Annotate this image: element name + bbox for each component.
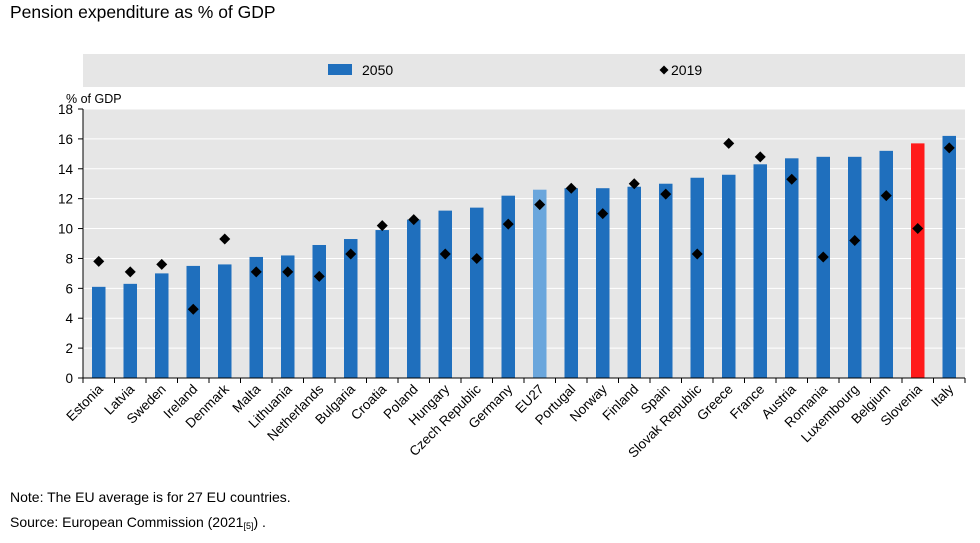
x-tick-label: Croatia (348, 381, 390, 423)
marker-2019-latvia (124, 266, 136, 278)
bar-2050-croatia (375, 230, 389, 378)
bar-2050-netherlands (312, 244, 326, 378)
y-tick-label: 12 (58, 192, 73, 207)
bar-2050-spain (659, 183, 673, 378)
marker-2019-eu27 (534, 199, 546, 211)
marker-2019-denmark (219, 233, 231, 245)
y-tick-label: 2 (65, 341, 73, 356)
chart: 0 2 4 6 8 10 12 14 16 18 % of GDP EstoniaLatviaSw… (58, 54, 966, 461)
bar-2050-czech-republic (470, 207, 484, 378)
y-tick-label: 16 (58, 132, 73, 147)
bar-2050-estonia (92, 286, 106, 378)
marker-2019-netherlands (313, 270, 325, 282)
note-text: Note: The EU average is for 27 EU countr… (10, 489, 291, 505)
bar-2050-sweden (155, 273, 169, 378)
marker-2019-hungary (439, 248, 451, 260)
bar-2050-poland (407, 219, 421, 378)
chart-title: Pension expenditure as % of GDP (10, 2, 276, 22)
marker-2019-slovenia (912, 223, 924, 235)
bar-2050-france (753, 164, 767, 378)
marker-2019-portugal (565, 182, 577, 194)
legend-swatch-2050 (328, 64, 352, 75)
marker-2019-norway (597, 208, 609, 220)
legend-label-2050: 2050 (362, 62, 393, 78)
bar-2050-hungary (438, 210, 452, 378)
plot-area (83, 109, 965, 378)
bar-2050-eu27 (533, 189, 547, 378)
marker-2019-malta (250, 266, 262, 278)
y-tick-label: 0 (65, 371, 73, 386)
marker-2019-italy (943, 142, 955, 154)
bar-2050-lithuania (281, 255, 295, 378)
bar-2050-denmark (218, 264, 232, 378)
y-axis-label: % of GDP (66, 92, 122, 106)
legend-marker-2019 (659, 65, 669, 75)
bar-2050-italy (942, 135, 956, 378)
legend-box (83, 54, 965, 87)
bar-2050-austria (785, 158, 799, 378)
marker-series-2019 (93, 137, 955, 315)
bar-2050-norway (596, 188, 610, 378)
marker-2019-finland (628, 178, 640, 190)
marker-2019-lithuania (282, 266, 294, 278)
bar-series-2050 (92, 135, 956, 378)
marker-2019-germany (502, 218, 514, 230)
marker-2019-romania (817, 251, 829, 263)
x-axis: EstoniaLatviaSwedenIrelandDenmarkMaltaLi… (63, 377, 966, 461)
marker-2019-slovak-republic (691, 248, 703, 260)
marker-2019-poland (408, 214, 420, 226)
marker-2019-croatia (376, 220, 388, 232)
y-tick-label: 14 (58, 162, 74, 177)
bar-2050-romania (816, 156, 830, 378)
y-tick-label: 6 (65, 281, 73, 296)
bar-2050-ireland (186, 265, 200, 378)
y-tick-label: 18 (58, 102, 73, 117)
marker-2019-ireland (187, 303, 199, 315)
marker-2019-belgium (880, 190, 892, 202)
y-axis: 0 2 4 6 8 10 12 14 16 18 (58, 102, 84, 386)
marker-2019-czech-republic (471, 252, 483, 264)
marker-2019-france (754, 151, 766, 163)
marker-2019-luxembourg (849, 235, 861, 247)
bar-2050-portugal (564, 188, 578, 378)
y-tick-label: 10 (58, 222, 73, 237)
legend: 2050 2019 (328, 62, 702, 78)
bar-2050-bulgaria (344, 239, 358, 378)
x-tick-label: Finland (599, 382, 641, 424)
bar-2050-slovak-republic (690, 177, 704, 378)
bar-2050-luxembourg (848, 156, 862, 378)
x-tick-label: Italy (928, 381, 956, 409)
source-reference: [5] (243, 521, 254, 531)
marker-2019-estonia (93, 255, 105, 267)
bar-2050-slovenia (911, 143, 925, 378)
source-prefix: Source: European Commission (2021 (10, 514, 244, 530)
bar-2050-greece (722, 174, 736, 378)
bar-2050-latvia (123, 283, 137, 378)
x-tick-label: France (727, 382, 767, 422)
bar-2050-malta (249, 256, 263, 378)
marker-2019-austria (786, 173, 798, 185)
marker-2019-bulgaria (345, 248, 357, 260)
bar-2050-finland (627, 186, 641, 378)
legend-label-2019: 2019 (671, 62, 702, 78)
source-text: Source: European Commission (2021[5]) . (10, 514, 266, 531)
source-suffix: ) . (253, 514, 266, 530)
x-tick-label: Greece (694, 382, 736, 424)
marker-2019-spain (660, 188, 672, 200)
bar-2050-germany (501, 195, 515, 378)
y-tick-label: 8 (65, 251, 73, 266)
x-tick-label: Estonia (63, 381, 106, 424)
marker-2019-sweden (156, 258, 168, 270)
marker-2019-greece (723, 137, 735, 149)
y-tick-label: 4 (65, 311, 73, 326)
bar-2050-belgium (879, 150, 893, 378)
